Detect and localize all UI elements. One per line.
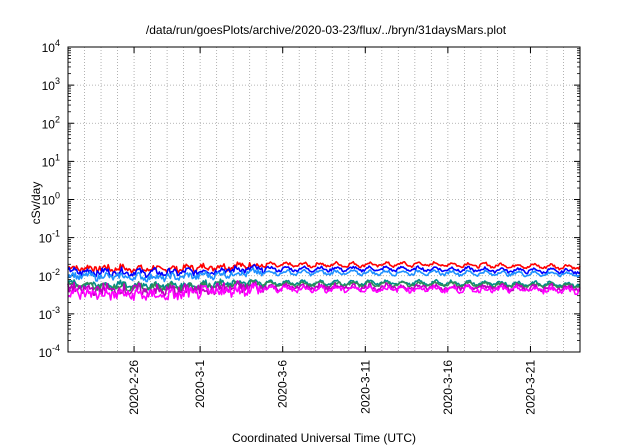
y-tick-label: 10-1 <box>39 229 60 246</box>
y-tick-label: 10-2 <box>39 267 60 284</box>
x-tick-label: 2020-3-1 <box>193 360 207 408</box>
x-tick-label: 2020-3-11 <box>358 360 372 414</box>
series-line-1 <box>67 260 581 274</box>
y-tick-label: 101 <box>42 152 60 169</box>
series-line-2 <box>67 263 581 279</box>
series-line-7 <box>67 282 581 302</box>
x-tick-label: 2020-3-16 <box>441 360 455 415</box>
y-axis-label: cSv/day <box>29 182 43 225</box>
y-tick-label: 102 <box>42 114 60 131</box>
plot-area: 10-4 10-3 10-2 10-1 100 101 102 103 104 2020-2-26… <box>39 38 581 415</box>
y-tick-label: 10-4 <box>39 343 60 360</box>
chart-title: /data/run/goesPlots/archive/2020-03-23/f… <box>146 23 507 37</box>
y-tick-label: 100 <box>42 191 60 208</box>
x-tick-label: 2020-2-26 <box>127 360 141 415</box>
x-tick-label: 2020-3-21 <box>523 360 537 415</box>
y-tick-label: 103 <box>42 76 60 93</box>
series-line-3 <box>67 267 581 283</box>
y-tick-label: 10-3 <box>39 305 60 322</box>
x-axis-label: Coordinated Universal Time (UTC) <box>232 431 416 445</box>
plot-frame <box>67 46 581 353</box>
x-tick-label: 2020-3-6 <box>276 360 290 408</box>
y-tick-label: 104 <box>42 38 60 55</box>
